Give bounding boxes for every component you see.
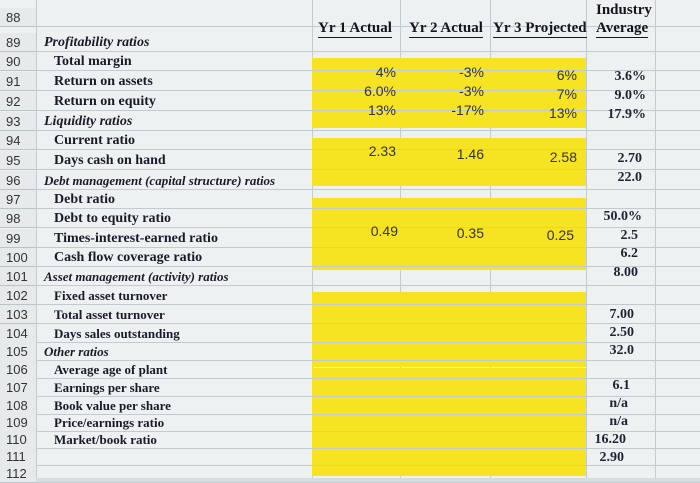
row-number-93[interactable]: 93 — [0, 112, 36, 131]
row-number-102[interactable]: 102 — [0, 286, 36, 305]
cell-yr1-return-on-assets[interactable]: 6.0% — [336, 82, 396, 100]
cell-ind-days-sales-outstanding[interactable]: 32.0 — [574, 342, 634, 360]
label-total-asset-turnover: Total asset turnover — [44, 305, 165, 324]
label-debt-to-equity: Debt to equity ratio — [44, 209, 171, 228]
cell-yr2-total-margin[interactable]: -3% — [424, 63, 484, 81]
cell-ind-times-interest-earned[interactable]: 6.2 — [578, 245, 638, 263]
label-debt-management: Debt management (capital structure) rati… — [44, 171, 275, 190]
row-number-97[interactable]: 97 — [0, 190, 36, 209]
row-number-98[interactable]: 98 — [0, 209, 36, 228]
label-times-interest-earned: Times-interest-earned ratio — [44, 229, 218, 248]
cell-ind-price-earnings-ratio[interactable]: 16.20 — [566, 431, 626, 449]
header-average: Average — [596, 20, 648, 38]
label-earnings-per-share: Earnings per share — [44, 378, 160, 397]
cell-ind-total-asset-turnover[interactable]: 2.50 — [574, 324, 634, 342]
cell-ind-total-margin[interactable]: 3.6% — [586, 68, 646, 86]
row-number-99[interactable]: 99 — [0, 229, 36, 248]
header-yr2-actual: Yr 2 Actual — [409, 20, 483, 38]
cell-ind-return-on-assets[interactable]: 9.0% — [586, 87, 646, 105]
column-divider — [36, 0, 37, 478]
label-other-ratios: Other ratios — [44, 342, 109, 361]
row-number-89[interactable]: 89 — [0, 33, 36, 52]
label-asset-management: Asset management (activity) ratios — [44, 267, 229, 286]
row-gridline — [36, 130, 700, 131]
cell-ind-days-cash-on-hand[interactable]: 22.0 — [582, 169, 642, 187]
cell-yr1-return-on-equity[interactable]: 13% — [336, 101, 396, 119]
row-number-96[interactable]: 96 — [0, 171, 36, 190]
header-yr3-projected: Yr 3 Projected — [493, 20, 587, 38]
label-debt-ratio: Debt ratio — [44, 190, 115, 209]
label-average-age-of-plant: Average age of plant — [44, 360, 167, 379]
cell-ind-cash-flow-coverage[interactable]: 8.00 — [578, 264, 638, 282]
row-number-104[interactable]: 104 — [0, 324, 36, 343]
cell-yr3-return-on-assets[interactable]: 7% — [517, 85, 577, 103]
label-market-book-ratio: Market/book ratio — [44, 430, 157, 449]
cell-ind-debt-ratio[interactable]: 50.0% — [582, 208, 642, 226]
cell-ind-market-book-ratio[interactable]: 2.90 — [564, 449, 624, 467]
cell-yr1-current-ratio[interactable]: 2.33 — [336, 142, 396, 160]
label-liquidity-ratios: Liquidity ratios — [44, 112, 132, 131]
row-number-106[interactable]: 106 — [0, 360, 36, 379]
cell-ind-return-on-equity[interactable]: 17.9% — [586, 106, 646, 124]
label-days-cash-on-hand: Days cash on hand — [44, 151, 166, 170]
cell-yr1-total-margin[interactable]: 4% — [336, 63, 396, 81]
row-number-100[interactable]: 100 — [0, 248, 36, 267]
cell-ind-average-age-of-plant[interactable]: 6.1 — [570, 377, 630, 395]
row-number-105[interactable]: 105 — [0, 342, 36, 361]
row-number-101[interactable]: 101 — [0, 267, 36, 286]
cell-yr2-debt-to-equity[interactable]: 0.35 — [424, 224, 484, 242]
cell-yr2-return-on-assets[interactable]: -3% — [424, 82, 484, 100]
cell-ind-fixed-asset-turnover[interactable]: 7.00 — [574, 306, 634, 324]
cell-yr3-return-on-equity[interactable]: 13% — [517, 104, 577, 122]
row-number-92[interactable]: 92 — [0, 92, 36, 111]
cell-ind-debt-to-equity[interactable]: 2.5 — [578, 227, 638, 245]
row-number-94[interactable]: 94 — [0, 131, 36, 150]
row-number-95[interactable]: 95 — [0, 151, 36, 170]
row-number-90[interactable]: 90 — [0, 52, 36, 71]
label-cash-flow-coverage: Cash flow coverage ratio — [44, 248, 202, 267]
cell-ind-book-value-per-share[interactable]: n/a — [568, 413, 628, 431]
cell-ind-earnings-per-share[interactable]: n/a — [568, 395, 628, 413]
cell-yr1-debt-to-equity[interactable]: 0.49 — [338, 222, 398, 240]
cell-yr3-current-ratio[interactable]: 2.58 — [517, 148, 577, 166]
column-divider — [655, 0, 656, 478]
row-number-91[interactable]: 91 — [0, 72, 36, 91]
label-total-margin: Total margin — [44, 52, 132, 71]
cell-yr3-debt-to-equity[interactable]: 0.25 — [514, 226, 574, 244]
cell-yr2-current-ratio[interactable]: 1.46 — [424, 145, 484, 163]
label-days-sales-outstanding: Days sales outstanding — [44, 324, 180, 343]
label-return-on-assets: Return on assets — [44, 72, 153, 91]
label-current-ratio: Current ratio — [44, 131, 135, 150]
row-number-103[interactable]: 103 — [0, 305, 36, 324]
cell-yr2-return-on-equity[interactable]: -17% — [424, 101, 484, 119]
cell-yr3-total-margin[interactable]: 6% — [517, 66, 577, 84]
label-fixed-asset-turnover: Fixed asset turnover — [44, 286, 167, 305]
highlight-other — [312, 368, 586, 476]
row-number-88[interactable]: 88 — [0, 8, 36, 27]
label-profitability-ratios: Profitability ratios — [44, 33, 149, 52]
row-number-107[interactable]: 107 — [0, 378, 36, 397]
header-yr1-actual: Yr 1 Actual — [318, 20, 392, 38]
cell-ind-current-ratio[interactable]: 2.70 — [582, 150, 642, 168]
label-return-on-equity: Return on equity — [44, 92, 156, 111]
row-number-112[interactable]: 112 — [0, 464, 36, 483]
header-industry: Industry — [596, 2, 652, 19]
